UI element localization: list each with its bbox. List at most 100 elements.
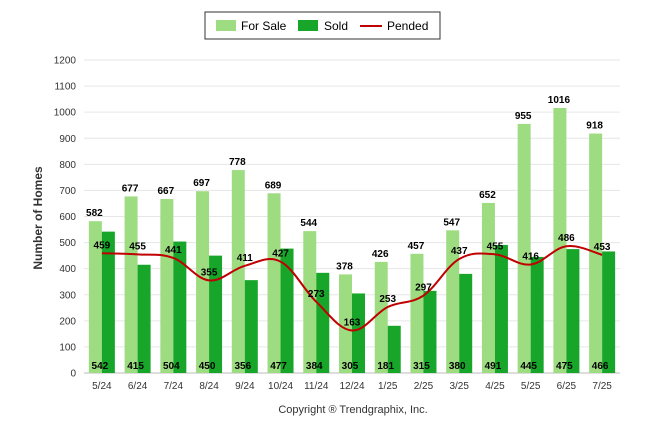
legend-label-sold: Sold [324,19,348,33]
bar-for-sale-2/25 [410,253,424,373]
label-for-sale-10/24: 689 [265,180,282,191]
label-pended-4/25: 455 [487,241,504,252]
label-for-sale-7/24: 667 [157,186,174,197]
label-pended-2/25: 297 [415,283,432,294]
bar-for-sale-6/24 [124,196,138,373]
label-for-sale-1/25: 426 [372,249,389,260]
legend-label-pended: Pended [387,19,428,33]
x-tick-label-8/24: 8/24 [199,381,219,392]
line-pended [101,245,603,332]
x-axis-ticks: 5/24 6/24 7/24 8/24 9/24 10/24 11/24 12/24 1/25 2… [92,381,612,392]
label-sold-7/24: 504 [163,361,180,372]
label-pended-6/24: 455 [129,241,146,252]
y-tick-label-400: 400 [59,264,76,275]
label-pended-12/24: 163 [344,317,361,328]
y-tick-label-1200: 1200 [54,56,77,67]
label-sold-11/24: 384 [306,361,323,372]
bar-sold-3/25 [459,273,473,373]
y-tick-label-500: 500 [59,238,76,249]
legend-label-for-sale: For Sale [241,19,287,33]
label-for-sale-12/24: 378 [336,261,353,272]
label-sold-5/24: 542 [92,361,109,372]
label-pended-6/25: 486 [558,233,575,244]
label-for-sale-6/24: 677 [122,183,139,194]
legend-swatch-for-sale [216,20,236,31]
x-tick-label-7/24: 7/24 [164,381,184,392]
bar-sold-11/24 [316,272,330,373]
label-sold-1/25: 181 [377,361,394,372]
label-sold-12/24: 305 [342,361,359,372]
bar-for-sale-6/25 [553,107,567,373]
legend-box [204,11,441,40]
y-tick-label-300: 300 [59,290,76,301]
bar-for-sale-1/25 [374,261,388,373]
label-pended-5/25: 416 [522,251,539,262]
y-axis-ticks: 0 100 200 300 400 500 600 700 800 900 1000 1100 1200 [54,56,77,380]
bar-for-sale-8/24 [196,191,210,373]
label-for-sale-6/25: 1016 [548,95,571,106]
y-tick-label-700: 700 [59,186,76,197]
label-sold-2/25: 315 [413,361,430,372]
y-tick-label-1000: 1000 [54,108,77,119]
bar-for-sale-9/24 [231,170,245,373]
label-pended-1/25: 253 [379,294,396,305]
x-tick-label-4/25: 4/25 [485,381,505,392]
label-pended-7/25: 453 [594,242,611,253]
x-tick-label-5/24: 5/24 [92,381,112,392]
label-for-sale-7/25: 918 [586,121,603,132]
label-sold-8/24: 450 [199,361,216,372]
bar-sold-6/25 [566,249,580,373]
label-for-sale-8/24: 697 [193,178,210,189]
label-for-sale-2/25: 457 [408,241,425,252]
bar-for-sale-4/25 [481,202,495,373]
y-tick-label-1100: 1100 [54,82,76,93]
bar-for-sale-5/24 [88,221,102,373]
bar-for-sale-10/24 [267,193,281,373]
label-sold-3/25: 380 [449,361,466,372]
label-sold-4/25: 491 [485,361,502,372]
bar-sold-8/24 [209,255,223,373]
label-for-sale-3/25: 547 [443,217,460,228]
label-sold-6/24: 415 [127,361,144,372]
y-tick-label-100: 100 [59,342,76,353]
label-for-sale-5/24: 582 [86,208,103,219]
bar-sold-7/24 [173,241,187,373]
bar-sold-5/24 [101,231,115,373]
x-tick-label-2/25: 2/25 [414,381,434,392]
bar-for-sale-12/24 [339,274,352,373]
y-tick-label-0: 0 [70,369,76,380]
y-tick-label-600: 600 [59,212,76,223]
label-pended-5/24: 459 [94,240,111,251]
x-tick-label-10/24: 10/24 [268,381,293,392]
label-sold-9/24: 356 [234,361,251,372]
x-tick-label-6/24: 6/24 [128,381,148,392]
bar-sold-6/24 [137,264,151,373]
bar-for-sale-5/25 [517,123,531,373]
legend-swatch-sold [298,20,318,31]
bar-sold-4/25 [494,244,508,373]
legend: For Sale Sold Pended [204,11,441,40]
label-for-sale-11/24: 544 [300,218,317,229]
y-tick-label-800: 800 [59,160,76,171]
x-tick-label-6/25: 6/25 [557,381,577,392]
x-tick-label-7/25: 7/25 [592,381,612,392]
label-sold-5/25: 445 [520,361,537,372]
x-tick-label-3/25: 3/25 [449,381,469,392]
label-for-sale-9/24: 778 [229,157,246,168]
label-pended-9/24: 411 [237,253,254,264]
label-sold-10/24: 477 [270,361,287,372]
bar-sold-10/24 [280,248,294,373]
x-tick-label-12/24: 12/24 [339,381,364,392]
bar-sold-9/24 [244,280,258,373]
label-pended-8/24: 355 [201,267,218,278]
label-pended-11/24: 273 [308,289,325,300]
bar-for-sale-7/24 [160,199,174,373]
y-tick-label-200: 200 [59,316,76,327]
bars [88,107,616,373]
label-for-sale-4/25: 652 [479,190,496,201]
bar-sold-5/25 [530,256,544,373]
x-tick-label-11/24: 11/24 [304,381,329,392]
label-for-sale-5/25: 955 [515,111,532,122]
copyright-footer: Copyright ® Trendgraphix, Inc. [278,404,427,416]
